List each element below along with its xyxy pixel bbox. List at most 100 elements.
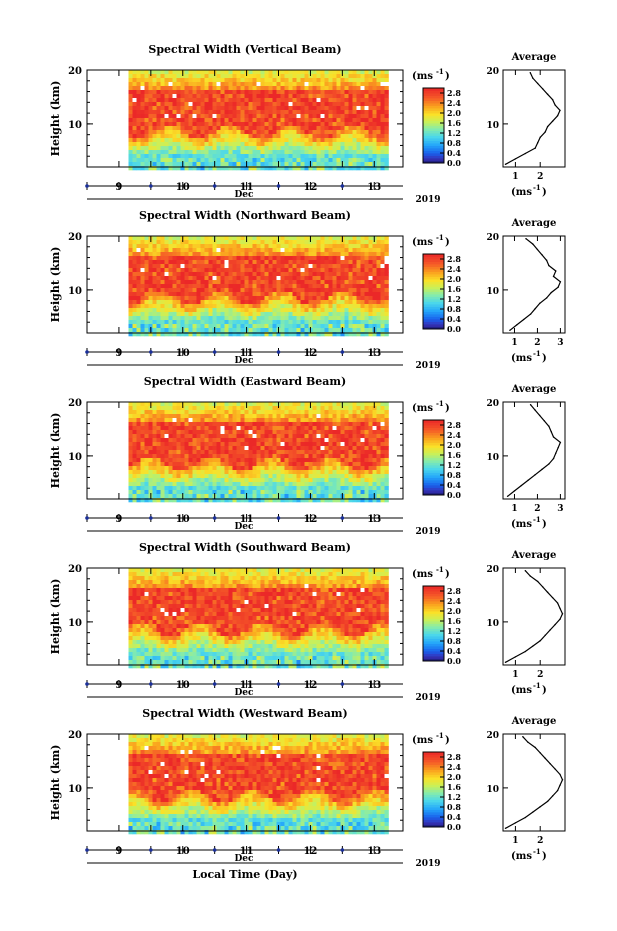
heatmap-cell [176, 324, 181, 329]
heatmap-cell [136, 260, 141, 265]
heatmap-cell [152, 240, 157, 245]
heatmap-cell [364, 162, 369, 167]
heatmap-cell [220, 490, 225, 495]
heatmap-cell [348, 312, 353, 317]
heatmap-cell [164, 482, 169, 487]
heatmap-cell [144, 474, 149, 479]
heatmap-cell [296, 276, 301, 281]
heatmap-cell [312, 122, 317, 127]
heatmap-cell [268, 332, 273, 337]
heatmap-cell [236, 248, 241, 253]
heatmap-cell [340, 478, 345, 483]
heatmap-cell [216, 332, 221, 337]
heatmap-cell [148, 118, 153, 123]
heatmap-cell [232, 138, 237, 143]
heatmap-cell [308, 142, 313, 147]
heatmap-cell [280, 316, 285, 321]
heatmap-cell [276, 462, 281, 467]
colorbar-segment [423, 130, 444, 134]
heatmap-cell [140, 90, 145, 95]
heatmap-cell [268, 312, 273, 317]
heatmap-cell [252, 166, 257, 171]
heatmap-cell [184, 430, 189, 435]
time-marker [212, 350, 217, 354]
heatmap-cell [200, 494, 205, 499]
average-point [534, 147, 536, 149]
heatmap-cell [196, 402, 201, 407]
heatmap-cell [300, 478, 305, 483]
heatmap-cell [280, 478, 285, 483]
heatmap-cell [200, 478, 205, 483]
heatmap-cell [152, 256, 157, 261]
heatmap-cell [208, 260, 213, 265]
heatmap-cell [280, 288, 285, 293]
heatmap-cell [300, 248, 305, 253]
heatmap-cell [352, 446, 357, 451]
heatmap-cell [328, 134, 333, 139]
heatmap-cell [356, 248, 361, 253]
heatmap-cell [248, 332, 253, 337]
heatmap-cell [344, 442, 349, 447]
heatmap-cell [360, 134, 365, 139]
heatmap-cell [304, 486, 309, 491]
heatmap-cell [208, 276, 213, 281]
heatmap-cell [160, 154, 165, 159]
heatmap-cell [300, 438, 305, 443]
heatmap-cell [200, 446, 205, 451]
heatmap-cell [292, 82, 297, 87]
heatmap-cell [200, 134, 205, 139]
heatmap-cell [312, 114, 317, 119]
heatmap-cell [168, 110, 173, 115]
heatmap-cell [372, 264, 377, 269]
heatmap-cell [296, 422, 301, 427]
heatmap-cell [312, 498, 317, 503]
heatmap-cell [148, 430, 153, 435]
heatmap-cell [232, 438, 237, 443]
heatmap-cell [324, 268, 329, 273]
heatmap-cell [200, 158, 205, 163]
heatmap-cell [256, 142, 261, 147]
heatmap-cell [300, 450, 305, 455]
heatmap-cell [232, 458, 237, 463]
heatmap-cell [152, 102, 157, 107]
heatmap-cell [192, 114, 197, 119]
heatmap-cell [136, 122, 141, 127]
heatmap-cell [164, 308, 169, 313]
heatmap-cell [300, 308, 305, 313]
heatmap-cell [192, 478, 197, 483]
heatmap-cell [356, 252, 361, 257]
heatmap-cell [176, 482, 181, 487]
heatmap-cell [212, 272, 217, 277]
heatmap-cell [380, 304, 385, 309]
heatmap-cell [300, 70, 305, 75]
heatmap-cell [340, 252, 345, 257]
heatmap-cell [136, 486, 141, 491]
heatmap-cell [224, 146, 229, 151]
heatmap-cell [180, 486, 185, 491]
heatmap-cell [276, 110, 281, 115]
heatmap-cell [308, 478, 313, 483]
heatmap-cell [308, 122, 313, 127]
heatmap-cell [376, 280, 381, 285]
heatmap-cell [172, 410, 177, 415]
heatmap-cell [148, 410, 153, 415]
heatmap-cell [224, 110, 229, 115]
heatmap-cell [308, 154, 313, 159]
heatmap-cell [268, 316, 273, 321]
heatmap-cell [140, 94, 145, 99]
heatmap-cell [252, 264, 257, 269]
heatmap-cell [336, 106, 341, 111]
heatmap-cell [304, 442, 309, 447]
heatmap-cell [380, 106, 385, 111]
heatmap-cell [156, 410, 161, 415]
heatmap-cell [308, 74, 313, 79]
heatmap-cell [248, 410, 253, 415]
heatmap-cell [304, 414, 309, 419]
heatmap-cell [384, 94, 389, 99]
heatmap-cell [340, 414, 345, 419]
heatmap-cell [216, 454, 221, 459]
heatmap-cell [336, 312, 341, 317]
heatmap-cell [200, 308, 205, 313]
heatmap-cell [192, 482, 197, 487]
heatmap-cell [220, 154, 225, 159]
